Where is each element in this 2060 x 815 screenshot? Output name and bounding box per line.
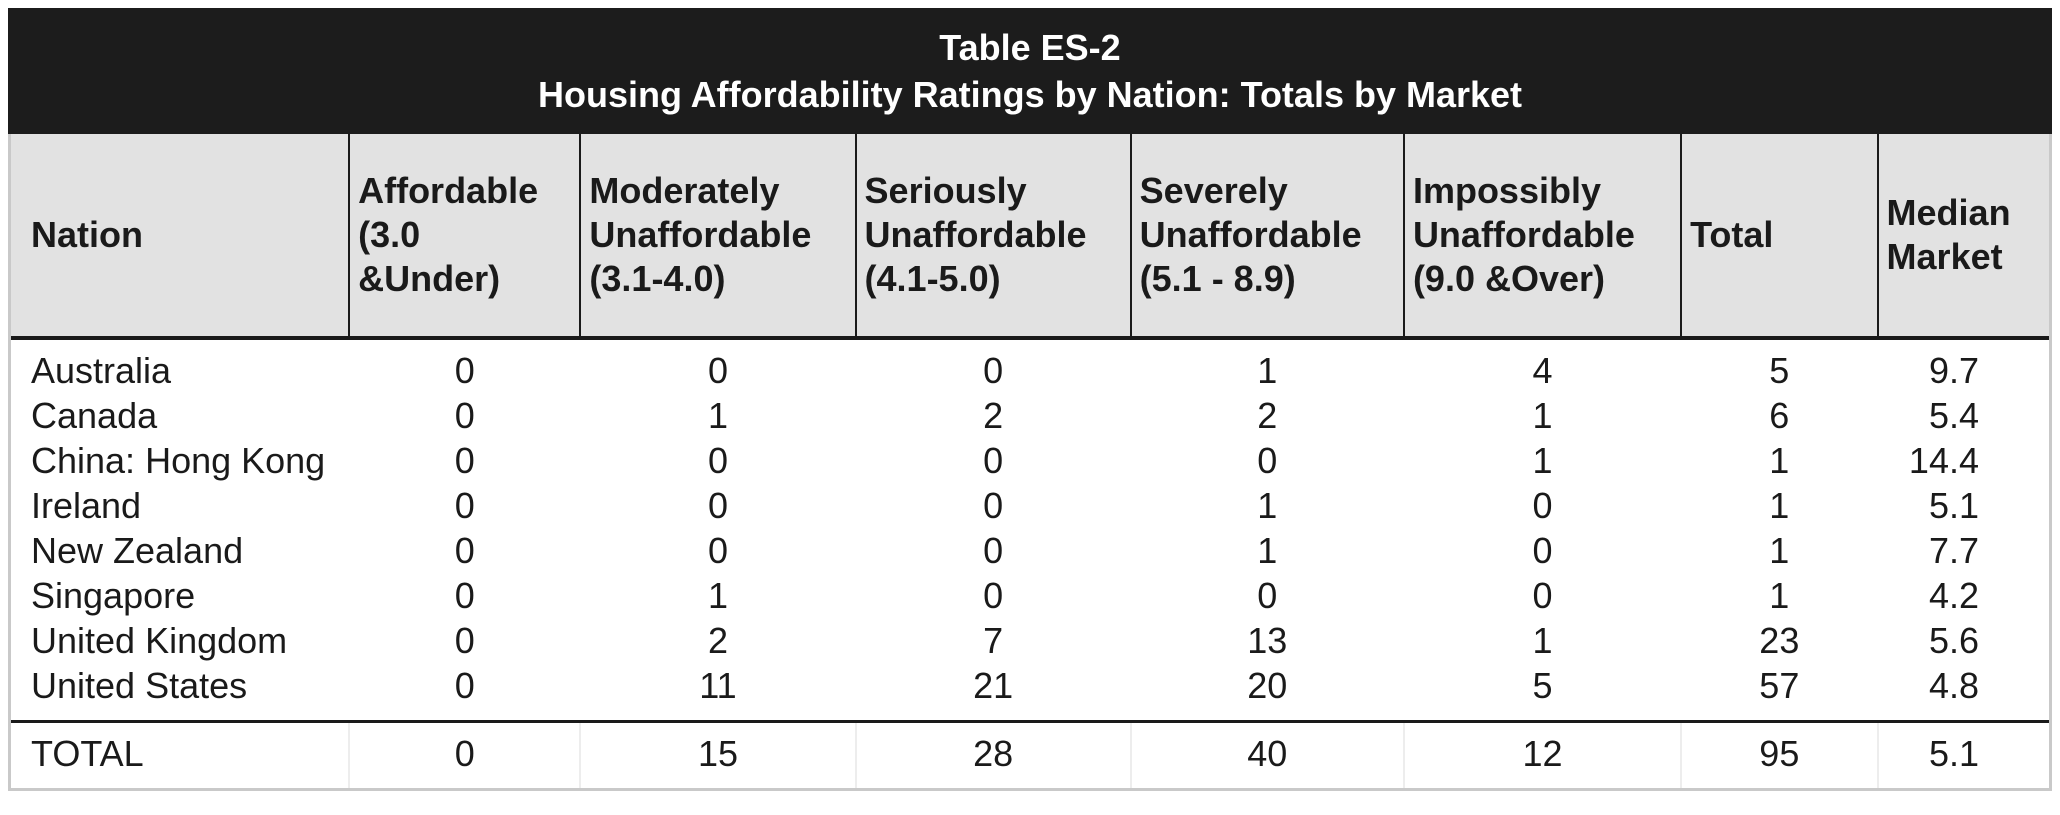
- value-cell: 1: [1769, 575, 1790, 616]
- value-cell: 9.7: [1928, 350, 1979, 391]
- value-cell: 20: [1247, 665, 1288, 706]
- value-cell: 0: [454, 350, 475, 391]
- value-cell: 5.4: [1928, 395, 1979, 436]
- value-cell: 12: [1402, 720, 1682, 788]
- table-row: New Zealand 0 0 0 1 0 1 7.7: [11, 528, 2049, 573]
- value-cell: 0: [454, 665, 475, 706]
- value-cell: 23: [1759, 620, 1800, 661]
- value-cell: 0: [348, 720, 581, 788]
- value-cell: 14.4: [1908, 440, 1979, 481]
- table-row: Ireland 0 0 0 1 0 1 5.1: [11, 483, 2049, 528]
- header-row: Nation Affordable (3.0 &Under) Moderatel…: [11, 134, 2049, 340]
- nation-cell: New Zealand: [31, 530, 244, 571]
- nation-cell: TOTAL: [11, 720, 350, 788]
- nation-cell: Ireland: [31, 485, 142, 526]
- value-cell: 1: [1257, 350, 1278, 391]
- value-cell: 5.1: [1928, 485, 1979, 526]
- value-cell: 0: [983, 485, 1004, 526]
- value-cell: 0: [1532, 530, 1553, 571]
- nation-cell: United States: [31, 665, 248, 706]
- value-cell: 5.6: [1928, 620, 1979, 661]
- header-nation: Nation: [11, 134, 350, 340]
- value-cell: 0: [1257, 575, 1278, 616]
- value-cell: 0: [707, 530, 728, 571]
- table-row: United Kingdom 0 2 7 13 1 23 5.6: [11, 618, 2049, 663]
- value-cell: 0: [983, 350, 1004, 391]
- value-cell: 0: [1532, 485, 1553, 526]
- value-cell: 0: [1532, 575, 1553, 616]
- value-cell: 1: [1769, 485, 1790, 526]
- affordability-table: Table ES-2 Housing Affordability Ratings…: [8, 8, 2052, 791]
- value-cell: 0: [983, 575, 1004, 616]
- header-impossibly-unaffordable: Impossibly Unaffordable (9.0 &Over): [1402, 134, 1682, 340]
- header-median-market: Median Market: [1876, 134, 2049, 340]
- value-cell: 1: [1769, 530, 1790, 571]
- value-cell: 0: [454, 575, 475, 616]
- nation-cell: China: Hong Kong: [31, 440, 326, 481]
- nation-cell: United Kingdom: [31, 620, 288, 661]
- table-row: Australia 0 0 0 1 4 5 9.7: [11, 338, 2049, 393]
- value-cell: 2: [1257, 395, 1278, 436]
- value-cell: 0: [707, 485, 728, 526]
- header-affordable: Affordable (3.0 &Under): [348, 134, 581, 340]
- ratings-table: Nation Affordable (3.0 &Under) Moderatel…: [11, 134, 2049, 788]
- value-cell: 0: [983, 440, 1004, 481]
- value-cell: 0: [454, 485, 475, 526]
- value-cell: 15: [579, 720, 856, 788]
- value-cell: 4.8: [1928, 665, 1979, 706]
- table-row: United States 0 11 21 20 5 57 4.8: [11, 663, 2049, 722]
- nation-cell: Australia: [31, 350, 172, 391]
- header-moderately-unaffordable: Moderately Unaffordable (3.1-4.0): [579, 134, 856, 340]
- value-cell: 28: [854, 720, 1131, 788]
- value-cell: 5: [1532, 665, 1553, 706]
- table-title-band: Table ES-2 Housing Affordability Ratings…: [8, 8, 2052, 134]
- value-cell: 1: [707, 575, 728, 616]
- value-cell: 0: [707, 440, 728, 481]
- value-cell: 1: [1257, 530, 1278, 571]
- value-cell: 4: [1532, 350, 1553, 391]
- total-row: TOTAL 0 15 28 40 12 95 5.1: [11, 720, 2049, 788]
- value-cell: 2: [707, 620, 728, 661]
- nation-cell: Canada: [31, 395, 158, 436]
- table-footer: TOTAL 0 15 28 40 12 95 5.1: [11, 720, 2049, 788]
- value-cell: 57: [1759, 665, 1800, 706]
- value-cell: 7.7: [1928, 530, 1979, 571]
- value-cell: 0: [454, 620, 475, 661]
- value-cell: 1: [1532, 620, 1553, 661]
- value-cell: 13: [1247, 620, 1288, 661]
- value-cell: 0: [454, 440, 475, 481]
- header-total: Total: [1680, 134, 1878, 340]
- table-row: Singapore 0 1 0 0 0 1 4.2: [11, 573, 2049, 618]
- table-header: Nation Affordable (3.0 &Under) Moderatel…: [11, 134, 2049, 340]
- value-cell: 0: [707, 350, 728, 391]
- table-row: China: Hong Kong 0 0 0 0 1 1 14.4: [11, 438, 2049, 483]
- value-cell: 21: [973, 665, 1014, 706]
- value-cell: 0: [454, 530, 475, 571]
- value-cell: 2: [983, 395, 1004, 436]
- value-cell: 0: [983, 530, 1004, 571]
- table-title-line2: Housing Affordability Ratings by Nation:…: [537, 74, 1523, 115]
- value-cell: 6: [1769, 395, 1790, 436]
- value-cell: 4.2: [1928, 575, 1979, 616]
- value-cell: 1: [707, 395, 728, 436]
- value-cell: 1: [1532, 395, 1553, 436]
- header-severely-unaffordable: Severely Unaffordable (5.1 - 8.9): [1129, 134, 1404, 340]
- value-cell: 7: [983, 620, 1004, 661]
- value-cell: 95: [1680, 720, 1878, 788]
- nation-cell: Singapore: [31, 575, 196, 616]
- value-cell: 40: [1129, 720, 1404, 788]
- table-title-line1: Table ES-2: [939, 27, 1121, 68]
- header-seriously-unaffordable: Seriously Unaffordable (4.1-5.0): [854, 134, 1131, 340]
- value-cell: 5: [1769, 350, 1790, 391]
- value-cell: 1: [1769, 440, 1790, 481]
- table-row: Canada 0 1 2 2 1 6 5.4: [11, 393, 2049, 438]
- value-cell: 11: [699, 665, 737, 706]
- value-cell: 1: [1257, 485, 1278, 526]
- value-cell: 0: [454, 395, 475, 436]
- value-cell: 1: [1532, 440, 1553, 481]
- value-cell: 5.1: [1876, 720, 2049, 788]
- value-cell: 0: [1257, 440, 1278, 481]
- table-body: Australia 0 0 0 1 4 5 9.7 Canada 0 1 2 2 1 6 5.4 China: …: [11, 338, 2049, 722]
